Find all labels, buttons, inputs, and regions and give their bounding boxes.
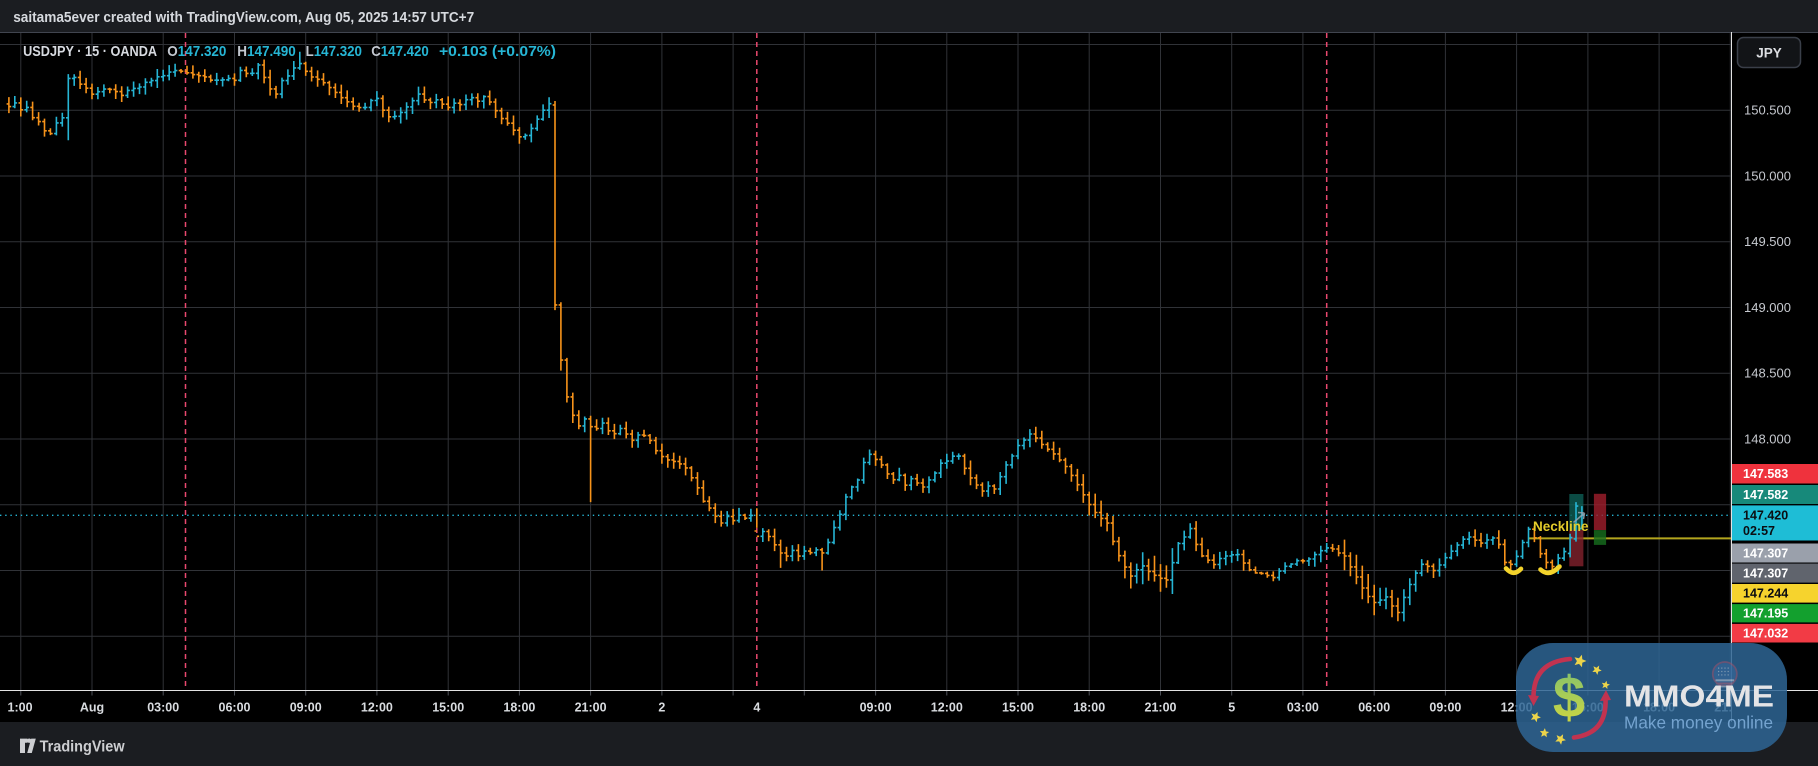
- svg-text:18:00: 18:00: [1073, 701, 1105, 715]
- svg-text:150.000: 150.000: [1744, 168, 1791, 183]
- svg-text:+0.103 (+0.07%): +0.103 (+0.07%): [439, 43, 556, 60]
- svg-text:USDJPY · 15 · OANDA: USDJPY · 15 · OANDA: [23, 43, 157, 60]
- svg-text:saitama5ever created with Trad: saitama5ever created with TradingView.co…: [13, 10, 474, 26]
- svg-text:12:00: 12:00: [931, 701, 963, 715]
- svg-text:Make money online: Make money online: [1624, 713, 1773, 733]
- svg-text:147.583: 147.583: [1743, 467, 1788, 481]
- svg-text:03:00: 03:00: [147, 701, 179, 715]
- svg-text:149.000: 149.000: [1744, 300, 1791, 315]
- svg-text:147.032: 147.032: [1743, 627, 1788, 641]
- svg-text:15:00: 15:00: [432, 701, 464, 715]
- svg-text:03:00: 03:00: [1287, 701, 1319, 715]
- svg-text:06:00: 06:00: [219, 701, 251, 715]
- svg-text:5: 5: [1228, 701, 1235, 715]
- svg-text:18:00: 18:00: [503, 701, 535, 715]
- svg-text:O147.320: O147.320: [167, 43, 226, 60]
- svg-text:09:00: 09:00: [860, 701, 892, 715]
- svg-text:MMO4ME: MMO4ME: [1624, 680, 1774, 714]
- svg-text:L147.320: L147.320: [306, 43, 362, 60]
- svg-text:4: 4: [753, 701, 760, 715]
- svg-text:15:00: 15:00: [1002, 701, 1034, 715]
- svg-text:09:00: 09:00: [1429, 701, 1461, 715]
- svg-text:09:00: 09:00: [290, 701, 322, 715]
- svg-text:Aug: Aug: [80, 701, 104, 715]
- svg-text:JPY: JPY: [1756, 46, 1782, 61]
- svg-text:1:00: 1:00: [8, 701, 33, 715]
- svg-text:148.000: 148.000: [1744, 431, 1791, 446]
- svg-text:147.420: 147.420: [1743, 509, 1788, 523]
- svg-text:06:00: 06:00: [1358, 701, 1390, 715]
- svg-text:21:00: 21:00: [575, 701, 607, 715]
- svg-text:TradingView: TradingView: [40, 739, 126, 756]
- svg-text:147.195: 147.195: [1743, 607, 1788, 621]
- svg-text:02:57: 02:57: [1743, 524, 1775, 538]
- svg-text:150.500: 150.500: [1744, 103, 1791, 118]
- svg-text:147.582: 147.582: [1743, 488, 1788, 502]
- svg-text:12:00: 12:00: [361, 701, 393, 715]
- svg-text:148.500: 148.500: [1744, 366, 1791, 381]
- svg-text:H147.490: H147.490: [237, 43, 296, 60]
- svg-text:147.307: 147.307: [1743, 546, 1788, 560]
- svg-text:21:00: 21:00: [1145, 701, 1177, 715]
- svg-text:147.244: 147.244: [1743, 587, 1788, 601]
- svg-text:$: $: [1553, 665, 1585, 730]
- svg-text:2: 2: [658, 701, 665, 715]
- svg-text:Neckline: Neckline: [1533, 519, 1589, 534]
- svg-text:147.307: 147.307: [1743, 567, 1788, 581]
- svg-text:149.500: 149.500: [1744, 234, 1791, 249]
- svg-text:C147.420: C147.420: [371, 43, 429, 60]
